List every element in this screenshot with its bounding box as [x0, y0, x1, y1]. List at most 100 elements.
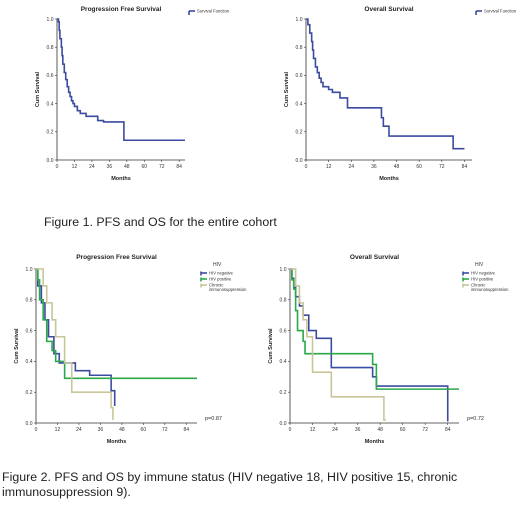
x-axis-label: Months	[379, 176, 399, 182]
legend-label: HIV negative	[209, 271, 234, 276]
y-tick-label: 0.8	[47, 45, 54, 51]
x-tick-label: 48	[377, 427, 383, 433]
y-axis-label: Cum Survival	[35, 71, 41, 107]
legend-label: Survival Function	[484, 9, 517, 14]
y-tick-label: 0.0	[280, 421, 287, 427]
chart-os-cohort: Overall Survival 0.0 0.2 0.4 0.6 0.8 1.0 0 12 24 3…	[258, 5, 517, 190]
y-axis-label: Cum Survival	[14, 328, 20, 364]
x-tick-label: 60	[400, 427, 406, 433]
x-tick-label: 24	[76, 427, 82, 433]
x-tick-label: 48	[119, 427, 125, 433]
series-line-1	[36, 268, 116, 407]
y-tick-label: 0.2	[26, 390, 33, 396]
chart-os-hiv: Overall Survival 0.0 0.2 0.4 0.6 0.8 1.0 0 12 24 3…	[260, 253, 515, 453]
y-tick-label: 0.6	[296, 73, 303, 79]
x-tick-label: 24	[332, 427, 338, 433]
y-tick-label: 0.4	[280, 359, 287, 365]
legend-label-line2: immunosuppression	[471, 287, 509, 292]
x-tick-label: 12	[310, 427, 316, 433]
y-tick-label: 0.6	[26, 328, 33, 334]
x-axis-label: Months	[111, 176, 131, 182]
x-tick-label: 84	[462, 164, 468, 170]
y-tick-label: 1.0	[296, 17, 303, 23]
x-tick-label: 24	[348, 164, 354, 170]
legend-title: HIV	[213, 262, 222, 268]
y-tick-label: 0.4	[47, 101, 54, 107]
x-tick-label: 24	[89, 164, 95, 170]
chart-title: Progression Free Survival	[76, 254, 157, 261]
p-value-annotation: p=0.72	[467, 416, 484, 422]
legend-label: HIV positive	[209, 277, 232, 282]
series-line-2	[36, 268, 197, 380]
x-tick-label: 12	[326, 164, 332, 170]
y-axis-label: Cum Survival	[284, 71, 290, 107]
chart-svg: Progression Free Survival 0.0 0.2 0.4 0.6 0.8…	[14, 254, 247, 445]
x-tick-label: 36	[371, 164, 377, 170]
x-tick-label: 84	[176, 164, 182, 170]
y-axis-label: Cum Survival	[268, 328, 274, 364]
legend-label: HIV positive	[471, 277, 494, 282]
p-value-annotation: p=0.87	[205, 416, 222, 422]
chart-title: Progression Free Survival	[81, 6, 162, 13]
x-tick-label: 0	[56, 164, 59, 170]
y-tick-label: 0.2	[280, 390, 287, 396]
x-tick-label: 0	[305, 164, 308, 170]
x-tick-label: 12	[72, 164, 78, 170]
legend-label-line2: immunosuppression	[209, 287, 247, 292]
series-line-3	[290, 268, 386, 421]
x-axis-label: Months	[365, 439, 385, 445]
y-tick-label: 0.2	[47, 130, 54, 136]
y-tick-label: 0.8	[296, 45, 303, 51]
legend-title: HIV	[475, 262, 484, 268]
y-tick-label: 0.6	[280, 328, 287, 334]
series-line-1	[57, 18, 185, 142]
chart-title: Overall Survival	[364, 6, 413, 13]
x-tick-label: 72	[159, 164, 165, 170]
y-tick-label: 0.4	[26, 359, 33, 365]
y-tick-label: 0.6	[47, 73, 54, 79]
x-tick-label: 48	[394, 164, 400, 170]
y-tick-label: 0.0	[26, 421, 33, 427]
series-line-1	[290, 268, 449, 422]
x-tick-label: 36	[355, 427, 361, 433]
y-tick-label: 1.0	[26, 267, 33, 273]
y-tick-label: 0.8	[280, 298, 287, 304]
legend-label-line1: Chronic	[471, 283, 485, 288]
y-tick-label: 1.0	[47, 17, 54, 23]
y-tick-label: 0.4	[296, 101, 303, 107]
legend-label-line1: Chronic	[209, 283, 223, 288]
chart-svg: Overall Survival 0.0 0.2 0.4 0.6 0.8 1.0 0 12 24 3…	[284, 6, 517, 182]
x-tick-label: 12	[55, 427, 61, 433]
y-tick-label: 1.0	[280, 267, 287, 273]
x-tick-label: 72	[422, 427, 428, 433]
x-tick-label: 0	[35, 427, 38, 433]
x-tick-label: 0	[289, 427, 292, 433]
y-tick-label: 0.0	[296, 158, 303, 164]
x-tick-label: 72	[439, 164, 445, 170]
chart-pfs-hiv: Progression Free Survival 0.0 0.2 0.4 0.6 0.8…	[2, 253, 257, 453]
legend-label: Chronic immunosuppression	[471, 283, 509, 293]
x-tick-label: 60	[416, 164, 422, 170]
series-line-1	[306, 18, 465, 150]
y-tick-label: 0.2	[296, 130, 303, 136]
legend-label: HIV negative	[471, 271, 496, 276]
legend-label: Survival Function	[197, 9, 230, 14]
x-tick-label: 60	[141, 164, 147, 170]
figure1-caption: Figure 1. PFS and OS for the entire coho…	[44, 215, 277, 229]
legend-label: Chronic immunosuppression	[209, 283, 247, 293]
series-line-2	[290, 268, 459, 390]
chart-svg: Progression Free Survival 0.0 0.2 0.4 0.6 0.8…	[35, 6, 230, 182]
y-tick-label: 0.0	[47, 158, 54, 164]
x-tick-label: 48	[124, 164, 130, 170]
x-tick-label: 36	[107, 164, 113, 170]
x-tick-label: 84	[183, 427, 189, 433]
chart-title: Overall Survival	[350, 254, 399, 261]
x-tick-label: 60	[141, 427, 147, 433]
x-tick-label: 84	[445, 427, 451, 433]
y-tick-label: 0.8	[26, 298, 33, 304]
figure2-caption: Figure 2. PFS and OS by immune status (H…	[2, 470, 458, 499]
x-tick-label: 72	[162, 427, 168, 433]
x-tick-label: 36	[98, 427, 104, 433]
chart-svg: Overall Survival 0.0 0.2 0.4 0.6 0.8 1.0 0 12 24 3…	[268, 254, 509, 445]
x-axis-label: Months	[107, 439, 127, 445]
